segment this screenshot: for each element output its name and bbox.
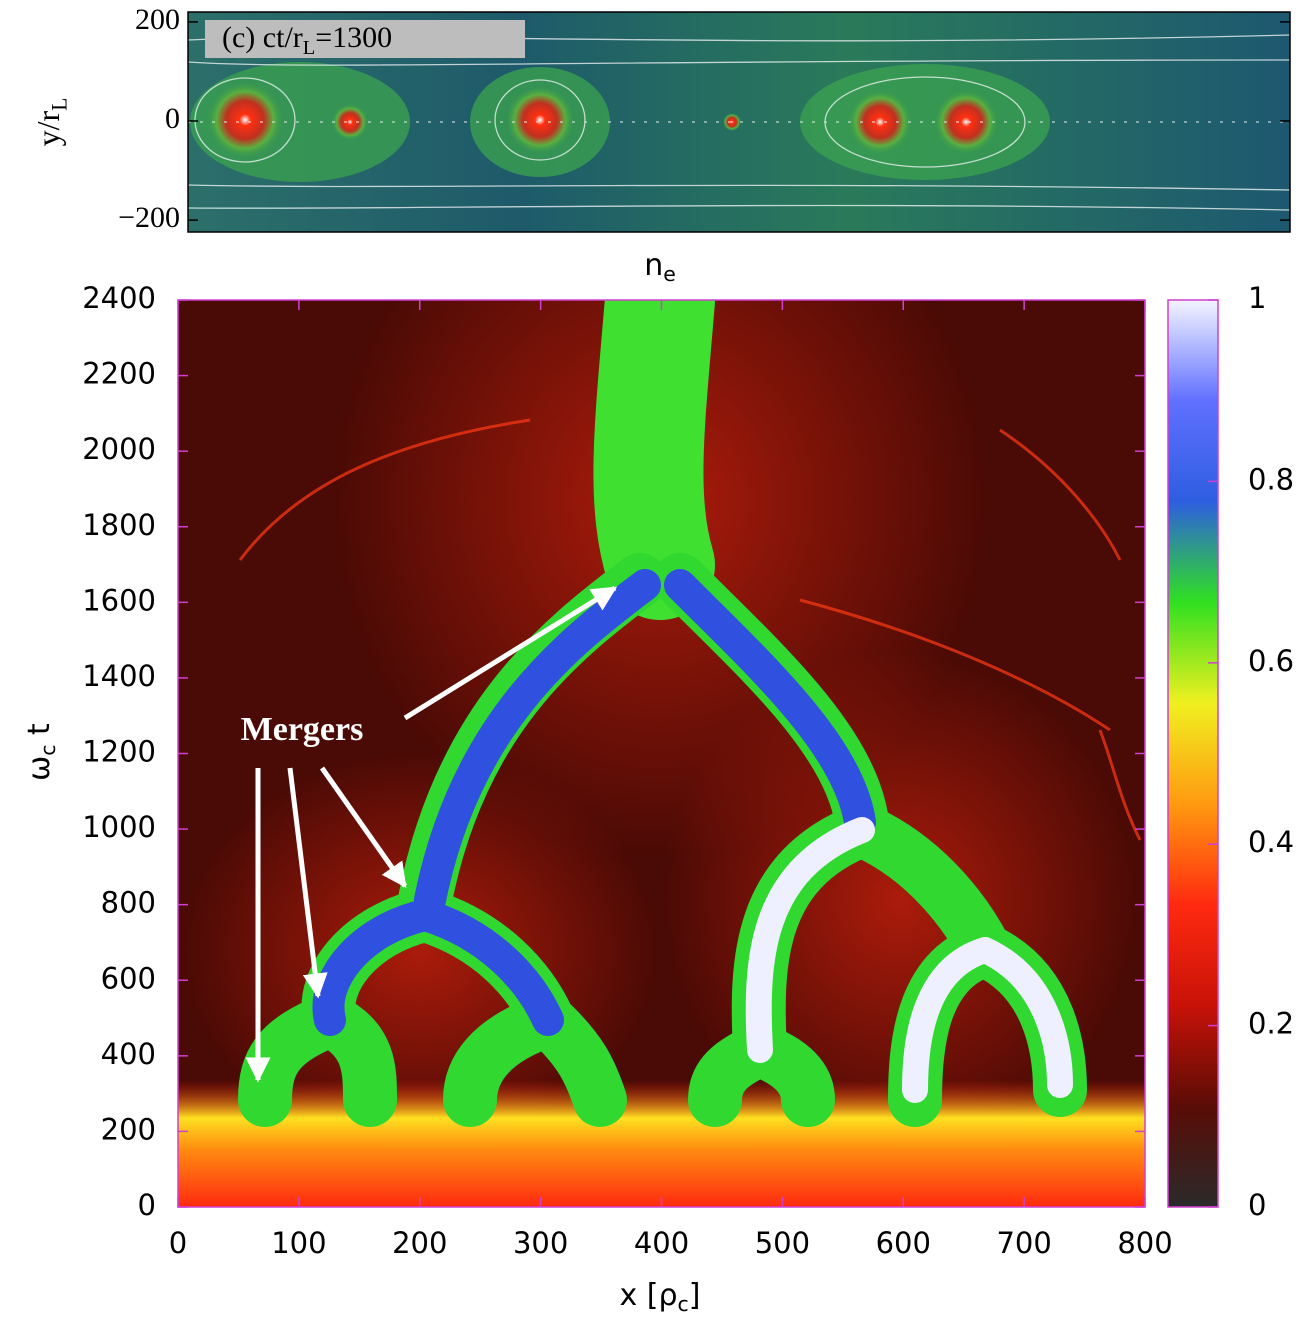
colorbar <box>1167 299 1219 1208</box>
colorbar-tick-label: 1 <box>1248 281 1266 315</box>
x-tick-label: 400 <box>634 1226 689 1260</box>
y-tick-label: 800 <box>101 886 156 920</box>
x-tick-label: 700 <box>996 1226 1051 1260</box>
y-axis-label-part: t <box>22 723 57 745</box>
y-tick-label: 1000 <box>82 810 156 844</box>
y-tick-label: 400 <box>101 1037 156 1071</box>
y-axis-label-part: L <box>48 98 72 111</box>
panel-label-part: L <box>303 37 315 59</box>
y-tick-label: 2200 <box>82 357 156 391</box>
y-tick-label: 1800 <box>82 508 156 542</box>
colorbar-tick-label: 0.8 <box>1248 462 1294 496</box>
x-tick-label: 300 <box>513 1226 568 1260</box>
annotation: Mergers <box>241 711 364 748</box>
x-tick-label: 0 <box>169 1226 187 1260</box>
y-axis-label-part: c <box>36 744 60 755</box>
bottom-heatmap <box>178 300 1145 1207</box>
y-axis-label-part: ω <box>22 756 57 781</box>
x-axis-label-part: c <box>678 1292 689 1316</box>
colorbar-title: ne <box>644 248 676 287</box>
x-axis-label-part: x [ρ <box>620 1278 678 1313</box>
x-tick-label: 100 <box>271 1226 326 1260</box>
colorbar-tick-label: 0.2 <box>1248 1007 1294 1041</box>
panel-label-part: =1300 <box>315 21 392 54</box>
x-axis-label: x [ρc] <box>620 1278 701 1317</box>
y-tick-label: 1400 <box>82 659 156 693</box>
x-tick-label: 800 <box>1117 1226 1172 1260</box>
y-tick-label: 2400 <box>82 281 156 315</box>
top-frame <box>187 11 1291 233</box>
colorbar-tick-label: 0.6 <box>1248 644 1294 678</box>
x-axis-label-part: ] <box>689 1278 701 1313</box>
y-tick-label: 0 <box>138 1188 156 1222</box>
x-tick-label: 600 <box>876 1226 931 1260</box>
colorbar-title-part: n <box>644 248 663 283</box>
y-tick-label: 0 <box>165 102 180 135</box>
y-tick-label: 200 <box>135 3 180 36</box>
top-heatmap <box>188 12 1290 232</box>
y-tick-label: −200 <box>118 201 180 234</box>
merger-arrows <box>245 585 618 1083</box>
colorbar-title-part: e <box>663 262 676 286</box>
x-tick-label: 200 <box>392 1226 447 1260</box>
x-tick-label: 500 <box>755 1226 810 1260</box>
y-axis-label: y/rL <box>30 98 71 147</box>
y-axis-label: ωc t <box>22 723 61 781</box>
colorbar-tick-label: 0.4 <box>1248 825 1294 859</box>
panel-label-part: (c) ct/r <box>222 21 303 54</box>
panel-label: (c) ct/rL=1300 <box>222 21 392 59</box>
y-tick-label: 1600 <box>82 583 156 617</box>
colorbar-tick-label: 0 <box>1248 1188 1266 1222</box>
y-tick-label: 200 <box>101 1112 156 1146</box>
y-tick-label: 1200 <box>82 735 156 769</box>
y-tick-label: 2000 <box>82 432 156 466</box>
y-axis-label-part: y/r <box>30 111 66 147</box>
y-tick-label: 600 <box>101 961 156 995</box>
